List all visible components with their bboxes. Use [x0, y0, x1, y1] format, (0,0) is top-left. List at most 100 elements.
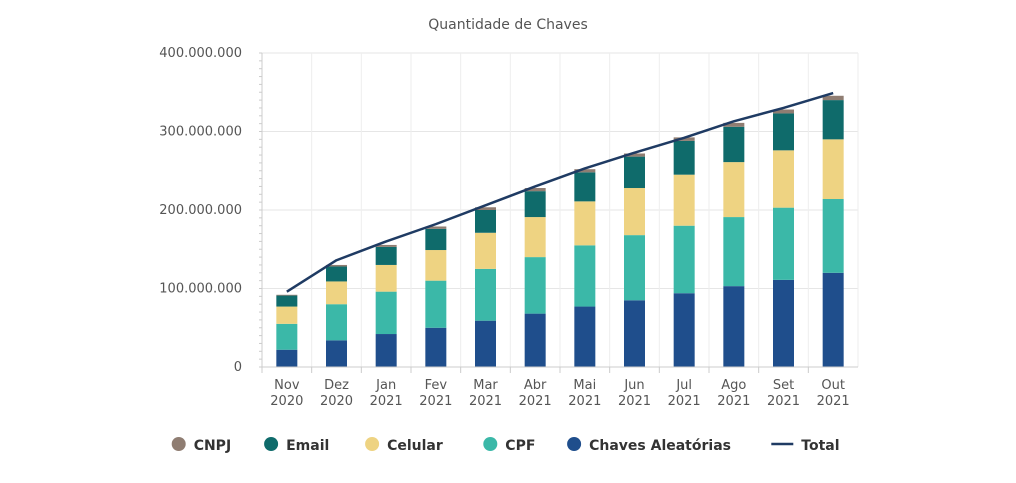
bar-segment-celular[interactable] — [475, 232, 496, 269]
bar-segment-chaves-aleat-rias[interactable] — [822, 272, 844, 367]
bar-segment-cpf[interactable] — [673, 225, 695, 294]
bar-segment-celular[interactable] — [723, 162, 745, 218]
bar-segment-cpf[interactable] — [822, 199, 844, 273]
bar-segment-cpf[interactable] — [624, 235, 645, 301]
bar-segment-cpf[interactable] — [326, 304, 347, 341]
legend-item-cpf[interactable]: CPF — [483, 437, 535, 454]
bar-segment-email[interactable] — [773, 113, 794, 151]
bar-segment-chaves-aleat-rias[interactable] — [673, 293, 695, 367]
bar-segment-email[interactable] — [276, 295, 298, 307]
x-tick-label: Jan 2021 — [370, 378, 403, 409]
bar-segment-chaves-aleat-rias[interactable] — [425, 327, 447, 367]
bar-segment-cnpj[interactable] — [673, 137, 695, 141]
chart-title: Quantidade de Chaves — [428, 17, 588, 33]
bar-segment-email[interactable] — [723, 126, 745, 163]
bar-segment-email[interactable] — [524, 191, 546, 218]
bar-segment-cnpj[interactable] — [276, 294, 298, 296]
bar-segment-chaves-aleat-rias[interactable] — [475, 320, 496, 367]
bar-segment-cnpj[interactable] — [475, 207, 496, 210]
bar-segment-chaves-aleat-rias[interactable] — [375, 334, 397, 367]
bar-segment-chaves-aleat-rias[interactable] — [574, 306, 596, 367]
bar-segment-cnpj[interactable] — [524, 188, 546, 192]
legend-label: CNPJ — [194, 438, 231, 454]
bar-segment-cnpj[interactable] — [723, 122, 745, 127]
bar-segment-cnpj[interactable] — [326, 264, 347, 267]
bar-segment-chaves-aleat-rias[interactable] — [773, 279, 794, 367]
bar-segment-email[interactable] — [475, 210, 496, 233]
bar-segment-email[interactable] — [375, 246, 397, 265]
bar-segment-chaves-aleat-rias[interactable] — [326, 340, 347, 367]
bar-segment-cpf[interactable] — [375, 291, 397, 335]
bar-segment-cnpj[interactable] — [773, 109, 794, 114]
legend-symbol — [567, 437, 582, 451]
bar-segment-cnpj[interactable] — [624, 153, 645, 157]
total-line-group — [286, 91, 834, 293]
x-tick-label: Mar 2021 — [469, 378, 502, 409]
legend-symbol — [264, 437, 279, 451]
legend-item-cnpj[interactable]: CNPJ — [171, 437, 231, 454]
y-tick-label: 0 — [234, 360, 242, 375]
bar-segment-cpf[interactable] — [475, 268, 496, 321]
x-tick-label: Set 2021 — [767, 378, 800, 409]
bar-segment-email[interactable] — [822, 100, 844, 140]
x-tick-label: Jul 2021 — [668, 378, 701, 409]
bar-segment-celular[interactable] — [425, 250, 447, 281]
bar-segment-cpf[interactable] — [574, 245, 596, 307]
x-tick-label: Jun 2021 — [618, 378, 651, 409]
bar-segment-cnpj[interactable] — [822, 95, 844, 101]
legend-symbol — [483, 437, 498, 451]
bar-segment-celular[interactable] — [574, 201, 596, 246]
bar-segment-email[interactable] — [574, 172, 596, 202]
bar-segment-celular[interactable] — [773, 150, 794, 208]
y-tick-label: 200.000.000 — [159, 203, 242, 218]
x-tick-label: Nov 2020 — [270, 378, 303, 409]
bar-segment-cpf[interactable] — [425, 280, 447, 328]
bar-segment-celular[interactable] — [375, 264, 397, 292]
x-tick-label: Ago 2021 — [717, 378, 750, 409]
x-tick-label: Abr 2021 — [519, 378, 552, 409]
bar-segment-email[interactable] — [326, 266, 347, 282]
y-axis: 0 100.000.000 200.000.000 300.000.000 400.00… — [159, 46, 263, 375]
y-tick-label: 100.000.000 — [159, 282, 242, 297]
bar-segment-chaves-aleat-rias[interactable] — [524, 313, 546, 367]
legend-item-email[interactable]: Email — [264, 437, 329, 454]
bar-segment-email[interactable] — [624, 156, 645, 189]
bar-segment-cpf[interactable] — [773, 207, 794, 280]
legend[interactable]: CNPJ Email Celular CPF Chaves Aleatórias Tota… — [171, 437, 840, 454]
legend-label: Total — [801, 438, 839, 454]
bar-segment-email[interactable] — [673, 140, 695, 175]
bar-segment-celular[interactable] — [326, 281, 347, 305]
legend-item-total[interactable]: Total — [771, 438, 840, 454]
bar-segment-celular[interactable] — [673, 174, 695, 226]
bar-segment-cpf[interactable] — [723, 217, 745, 287]
bar-segment-cpf[interactable] — [276, 323, 298, 350]
total-line[interactable] — [286, 91, 834, 293]
bar-segment-cnpj[interactable] — [574, 169, 596, 173]
x-tick-label: Dez 2020 — [320, 378, 353, 409]
legend-label: CPF — [505, 438, 535, 454]
bar-segment-chaves-aleat-rias[interactable] — [624, 300, 645, 367]
x-axis: Nov 2020 Dez 2020 Jan 2021 Fev 2021 Mar 2021 Abr 20… — [261, 366, 858, 409]
x-tick-label: Mai 2021 — [568, 378, 601, 409]
bar-segment-cnpj[interactable] — [425, 226, 447, 229]
legend-label: Chaves Aleatórias — [589, 438, 731, 454]
bar-segment-chaves-aleat-rias[interactable] — [723, 286, 745, 367]
bar-segment-celular[interactable] — [822, 139, 844, 200]
bar-segment-celular[interactable] — [624, 188, 645, 236]
legend-item-celular[interactable]: Celular — [365, 437, 443, 454]
y-tick-label: 400.000.000 — [159, 46, 242, 61]
gridlines — [261, 52, 859, 367]
bar-segment-celular[interactable] — [276, 306, 298, 324]
legend-label: Email — [286, 438, 329, 454]
y-tick-label: 300.000.000 — [159, 125, 242, 140]
legend-symbol — [171, 437, 186, 451]
bar-segment-celular[interactable] — [524, 217, 546, 258]
bar-segment-email[interactable] — [425, 228, 447, 251]
bar-segment-cpf[interactable] — [524, 257, 546, 314]
bar-segment-chaves-aleat-rias[interactable] — [276, 349, 298, 367]
legend-label: Celular — [387, 438, 443, 454]
legend-item-chaves-aleat-rias[interactable]: Chaves Aleatórias — [567, 437, 731, 454]
bar-segment-cnpj[interactable] — [375, 244, 397, 247]
bars — [276, 95, 844, 367]
